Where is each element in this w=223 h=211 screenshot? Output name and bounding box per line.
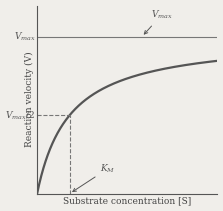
- Text: $V_{max}$: $V_{max}$: [14, 31, 35, 43]
- X-axis label: Substrate concentration [S]: Substrate concentration [S]: [63, 196, 191, 206]
- Text: $V_{max}/2$: $V_{max}/2$: [6, 109, 35, 122]
- Y-axis label: Reaction velocity (V): Reaction velocity (V): [25, 52, 34, 147]
- Text: $V_{max}$: $V_{max}$: [144, 9, 172, 34]
- Text: $K_M$: $K_M$: [73, 162, 116, 192]
